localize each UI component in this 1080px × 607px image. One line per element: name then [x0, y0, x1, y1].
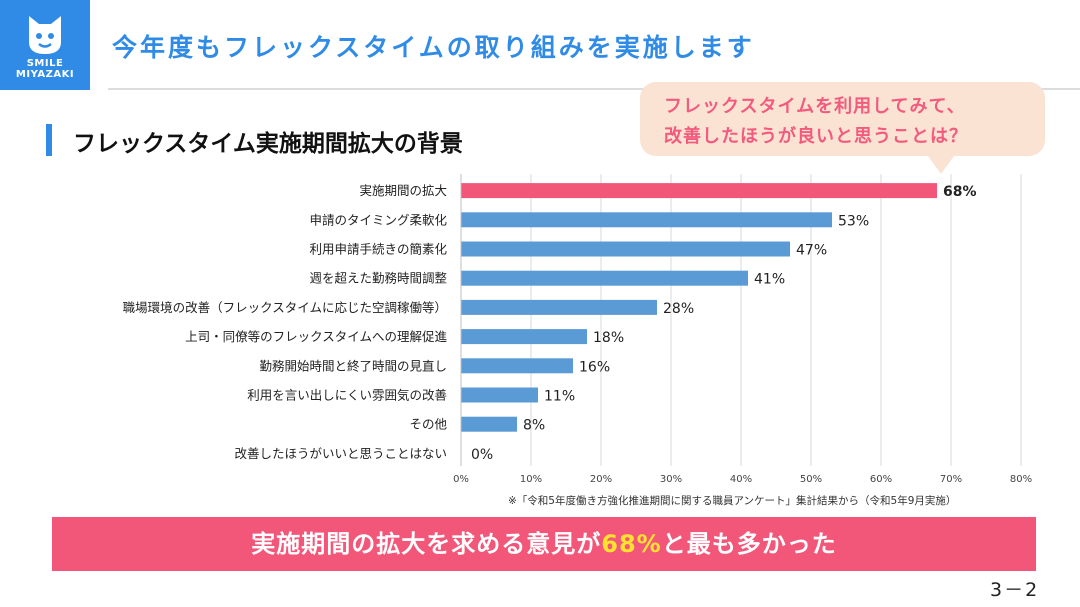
x-tick-label: 80%	[1010, 474, 1032, 485]
bubble-line-1: フレックスタイムを利用してみて、	[664, 96, 966, 117]
bar	[461, 387, 538, 403]
bar	[461, 416, 517, 432]
x-tick-label: 30%	[660, 474, 682, 485]
bar-chart: 0% 10% 20% 30% 40% 50% 60% 70% 80% 実施期間の拡大 68% 申請のタ…	[123, 174, 1032, 485]
data-label: 0%	[471, 447, 493, 463]
category-label: 勤務開始時間と終了時間の見直し	[259, 358, 447, 373]
bubble-line-2: 改善したほうが良いと思うことは？	[664, 126, 968, 147]
section-title: フレックスタイム実施期間拡大の背景	[73, 131, 463, 157]
data-label: 8%	[523, 418, 545, 434]
section-marker	[46, 124, 52, 156]
category-label: その他	[409, 417, 447, 432]
data-label: 41%	[754, 272, 785, 288]
category-label: 職場環境の改善（フレックスタイムに応じた空調稼働等）	[123, 300, 447, 315]
mascot-icon	[29, 16, 61, 54]
data-label: 47%	[796, 243, 827, 259]
bar	[461, 241, 790, 257]
page-number: 3－2	[990, 579, 1040, 601]
x-tick-label: 70%	[940, 474, 962, 485]
bubble-tail	[925, 152, 957, 174]
x-tick-label: 50%	[800, 474, 822, 485]
category-label: 利用申請手続きの簡素化	[309, 242, 447, 257]
x-tick-label: 40%	[730, 474, 752, 485]
question-speech-bubble: フレックスタイムを利用してみて、 改善したほうが良いと思うことは？	[640, 82, 1045, 156]
data-label: 68%	[943, 184, 977, 200]
x-tick-label: 0%	[453, 474, 469, 485]
data-label: 16%	[579, 359, 610, 375]
page-title: 今年度もフレックスタイムの取り組みを実施します	[112, 33, 755, 62]
bar	[461, 270, 748, 286]
x-tick-label: 10%	[520, 474, 542, 485]
logo-text-smile: SMILE	[26, 58, 64, 69]
data-label: 11%	[544, 389, 575, 405]
x-tick-label: 60%	[870, 474, 892, 485]
bar	[461, 212, 832, 228]
conclusion-banner: 実施期間の拡大を求める意見が68%と最も多かった	[52, 517, 1036, 571]
x-tick-label: 20%	[590, 474, 612, 485]
bar	[461, 183, 937, 199]
logo-text-miyazaki: MIYAZAKI	[15, 69, 75, 80]
banner-highlight-value: 68%	[601, 530, 662, 558]
category-label: 利用を言い出しにくい雰囲気の改善	[247, 388, 447, 403]
category-label: 改善したほうがいいと思うことはない	[234, 446, 447, 461]
data-label: 28%	[663, 301, 694, 317]
category-label: 上司・同僚等のフレックスタイムへの理解促進	[185, 329, 447, 344]
bar	[461, 299, 657, 315]
category-label: 申請のタイミング柔軟化	[309, 212, 447, 227]
title-divider	[108, 88, 1080, 90]
bar	[461, 358, 573, 374]
data-label: 53%	[838, 213, 869, 229]
banner-text-pre: 実施期間の拡大を求める意見が	[251, 530, 602, 558]
category-label: 週を超えた勤務時間調整	[309, 271, 447, 286]
footnote: ※「令和5年度働き方強化推進期間に関する職員アンケート」集計結果から（令和5年9…	[508, 495, 957, 507]
bar	[461, 329, 587, 345]
category-label: 実施期間の拡大	[359, 183, 447, 198]
data-label: 18%	[593, 330, 624, 346]
banner-text-post: と最も多かった	[661, 530, 837, 558]
smile-miyazaki-logo: SMILE MIYAZAKI	[0, 0, 90, 90]
